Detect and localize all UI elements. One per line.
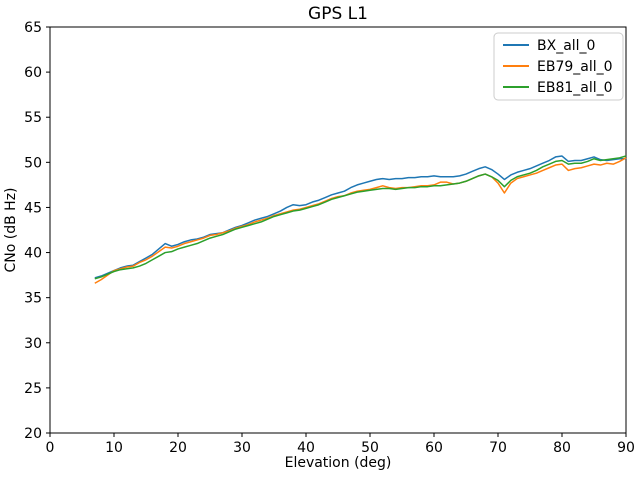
y-tick-label: 65 <box>24 20 42 36</box>
plot-frame <box>49 26 627 434</box>
legend-label-EB79_all_0: EB79_all_0 <box>537 59 613 75</box>
series-line-EB79_all_0 <box>94 157 627 284</box>
y-tick-label: 35 <box>24 291 42 307</box>
legend-label-BX_all_0: BX_all_0 <box>537 38 595 54</box>
data-series <box>94 155 627 284</box>
axes: 0 10 20 30 40 50 60 70 80 90 20 25 30 35 40 45 50 55 60 65 <box>24 20 635 456</box>
x-tick-label: 20 <box>169 440 187 456</box>
y-tick-label: 55 <box>24 110 42 126</box>
y-tick-label: 30 <box>24 336 42 352</box>
y-tick-label: 40 <box>24 246 42 262</box>
legend-box <box>493 32 624 101</box>
legend-label-EB81_all_0: EB81_all_0 <box>537 80 613 96</box>
x-tick-label: 60 <box>425 440 443 456</box>
x-tick-label: 50 <box>361 440 379 456</box>
legend: BX_all_0 EB79_all_0 EB81_all_0 <box>493 32 624 101</box>
x-tick-label: 80 <box>553 440 571 456</box>
series-line-EB81_all_0 <box>94 155 627 280</box>
x-tick-label: 10 <box>105 440 123 456</box>
y-tick-label: 50 <box>24 155 42 171</box>
y-axis-label: CNo (dB Hz) <box>3 187 19 272</box>
x-tick-label: 70 <box>489 440 507 456</box>
y-tick-label: 20 <box>24 426 42 442</box>
chart-title: GPS L1 <box>308 4 368 24</box>
x-tick-label: 30 <box>233 440 251 456</box>
y-tick-label: 25 <box>24 381 42 397</box>
x-tick-label: 0 <box>46 440 55 456</box>
y-tick-label: 60 <box>24 65 42 81</box>
series-line-BX_all_0 <box>94 155 626 279</box>
y-tick-label: 45 <box>24 200 42 216</box>
x-axis-label: Elevation (deg) <box>285 455 392 471</box>
x-tick-label: 90 <box>617 440 635 456</box>
x-tick-label: 40 <box>297 440 315 456</box>
